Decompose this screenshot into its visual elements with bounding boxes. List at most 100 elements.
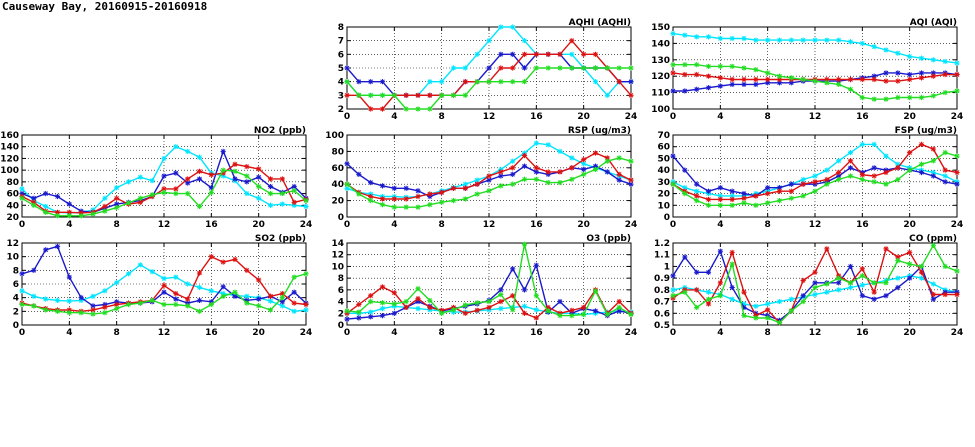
series-green: [344, 155, 634, 210]
data-point: [486, 79, 492, 85]
data-point: [670, 88, 676, 94]
y-tick-label: 6: [338, 286, 344, 296]
data-point: [753, 37, 759, 43]
data-point: [847, 76, 854, 83]
data-point: [54, 308, 61, 314]
chart-title: O3 (ppb): [586, 234, 631, 244]
data-point: [800, 293, 806, 299]
data-point: [765, 37, 771, 43]
data-point: [871, 44, 877, 50]
data-point: [498, 298, 504, 305]
data-point: [776, 320, 783, 326]
data-point: [717, 63, 723, 69]
data-point: [403, 185, 409, 191]
data-point: [161, 155, 167, 162]
data-point: [847, 263, 854, 270]
data-point: [569, 51, 575, 57]
data-point: [859, 40, 865, 46]
data-point: [208, 189, 214, 195]
data-point: [90, 293, 96, 299]
y-tick-label: 160: [0, 131, 19, 141]
data-point: [521, 152, 528, 159]
data-point: [616, 298, 622, 305]
data-point: [729, 202, 735, 208]
data-point: [883, 169, 889, 176]
data-point: [114, 306, 120, 312]
x-tick-label: 24: [625, 112, 638, 122]
data-point: [66, 213, 72, 219]
x-tick-label: 24: [300, 328, 313, 338]
data-point: [427, 106, 433, 112]
x-tick-label: 0: [344, 220, 350, 230]
data-point: [800, 76, 806, 83]
data-point: [391, 92, 397, 98]
data-point: [161, 289, 167, 295]
data-point: [379, 284, 386, 290]
data-point: [847, 165, 854, 171]
data-point: [498, 51, 504, 57]
x-tick-label: 20: [577, 220, 590, 230]
data-point: [836, 37, 842, 43]
data-point: [54, 297, 61, 303]
data-point: [717, 35, 723, 42]
series-green: [670, 149, 960, 208]
data-point: [54, 209, 61, 215]
data-point: [379, 196, 386, 202]
data-point: [628, 79, 634, 85]
data-point: [729, 261, 735, 267]
series-green: [344, 241, 634, 319]
data-point: [670, 70, 676, 76]
data-point: [244, 300, 250, 306]
data-point: [344, 65, 350, 71]
data-point: [616, 304, 622, 311]
data-point: [670, 62, 676, 68]
data-point: [581, 304, 587, 311]
data-point: [824, 176, 830, 183]
data-point: [859, 266, 865, 272]
series-line: [672, 151, 958, 207]
y-tick-label: 0.6: [654, 309, 670, 319]
data-point: [173, 274, 179, 280]
data-point: [604, 158, 610, 164]
data-point: [883, 181, 889, 187]
data-point: [741, 200, 747, 206]
data-point: [379, 183, 386, 189]
data-point: [244, 164, 250, 170]
data-point: [379, 300, 386, 306]
series-cyan: [670, 30, 960, 66]
data-point: [557, 65, 563, 71]
data-point: [836, 169, 842, 176]
data-point: [729, 196, 735, 203]
x-tick-label: 8: [114, 328, 120, 338]
data-point: [114, 185, 120, 191]
data-point: [557, 313, 563, 319]
y-tick-label: 1.2: [654, 239, 670, 249]
data-point: [569, 176, 575, 182]
data-point: [824, 246, 830, 252]
data-point: [344, 79, 350, 85]
data-point: [137, 262, 143, 268]
series-green: [344, 65, 634, 112]
data-point: [415, 193, 421, 200]
data-point: [220, 293, 226, 299]
data-point: [521, 51, 528, 57]
data-point: [474, 79, 480, 85]
data-point: [19, 186, 25, 192]
y-tick-label: 4: [338, 298, 344, 308]
data-point: [812, 269, 818, 275]
data-point: [717, 248, 723, 254]
y-tick-label: 10: [6, 253, 19, 263]
data-point: [705, 73, 712, 79]
data-point: [66, 310, 72, 316]
data-point: [244, 173, 250, 179]
data-point: [533, 262, 539, 268]
x-tick-label: 12: [483, 328, 496, 338]
data-point: [705, 188, 712, 194]
data-point: [256, 183, 262, 190]
data-point: [871, 165, 877, 171]
data-point: [705, 196, 712, 203]
x-tick-label: 0: [670, 112, 676, 122]
data-point: [753, 202, 759, 208]
data-point: [812, 188, 818, 194]
